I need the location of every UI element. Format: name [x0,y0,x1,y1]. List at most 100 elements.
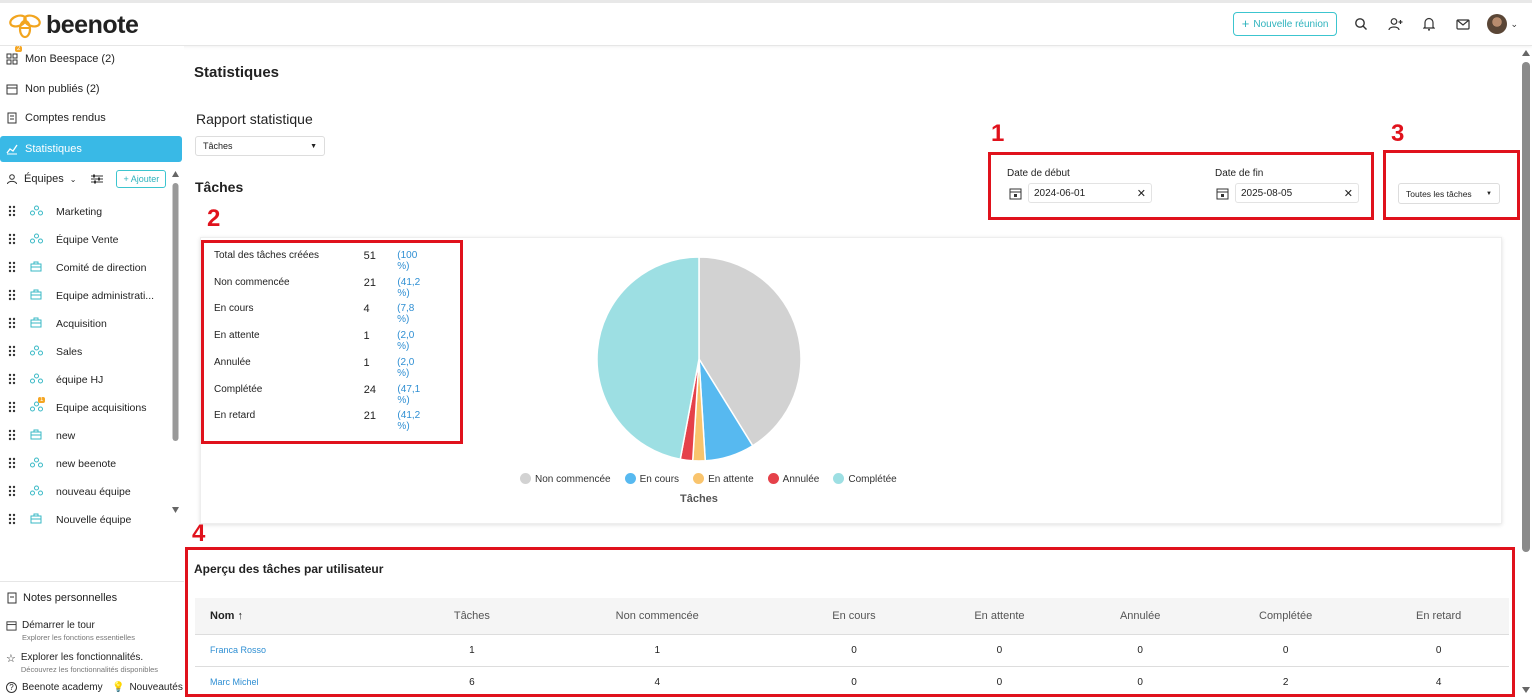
team-item[interactable]: Équipe Vente [8,227,168,253]
legend-item[interactable]: En attente [693,473,754,485]
sortable-column-header[interactable]: Nom ↑ [195,598,416,634]
drag-handle-icon[interactable] [8,317,16,332]
beenote-logo[interactable]: beenote [8,11,138,40]
column-header[interactable]: Non commencée [528,598,787,634]
briefcase-icon [30,513,44,527]
pie-slice[interactable] [597,257,699,459]
legend-item[interactable]: Non commencée [520,473,611,485]
team-item[interactable]: Nouvelle équipe [8,507,168,533]
drag-handle-icon[interactable] [8,513,16,528]
column-header[interactable]: En attente [921,598,1077,634]
bell-icon[interactable] [1419,14,1439,34]
drag-handle-icon[interactable] [8,373,16,388]
close-icon[interactable]: ✕ [1344,187,1353,200]
mail-icon[interactable] [1453,14,1473,34]
news-link[interactable]: 💡 Nouveautés [112,682,183,693]
sidebar-item-statistics[interactable]: Statistiques [0,136,182,162]
academy-link[interactable]: ? Beenote academy [6,682,103,693]
start-date-input[interactable]: 2024-06-01 ✕ [1028,183,1152,203]
drag-handle-icon[interactable] [8,261,16,276]
end-date-input[interactable]: 2025-08-05 ✕ [1235,183,1359,203]
plus-icon: + [1242,19,1250,29]
legend-swatch [520,473,531,484]
search-icon[interactable] [1351,14,1371,34]
column-header[interactable]: Tâches [416,598,528,634]
team-item[interactable]: Marketing [8,199,168,225]
drag-handle-icon[interactable] [8,233,16,248]
column-header[interactable]: En retard [1368,598,1509,634]
table-cell: 4 [1368,666,1509,698]
user-name-link[interactable]: Marc Michel [195,666,416,698]
drag-handle-icon[interactable] [8,485,16,500]
team-name: Acquisition [56,318,107,330]
personal-notes-link[interactable]: Notes personnelles [6,592,117,604]
task-filter-select[interactable]: Toutes les tâches ▼ [1398,183,1500,204]
new-meeting-button[interactable]: + Nouvelle réunion [1233,12,1338,36]
stat-percent: (7,8 %) [397,303,427,325]
briefcase-icon [30,261,44,275]
column-header[interactable]: Annulée [1077,598,1203,634]
table-cell: 0 [1077,634,1203,666]
stat-row: Complétée 24 (47,1 %) [214,384,433,406]
drag-handle-icon[interactable] [8,205,16,220]
tour-subtitle: Explorer les fonctions essentielles [22,633,135,642]
legend-item[interactable]: Annulée [768,473,820,485]
drag-handle-icon[interactable] [8,289,16,304]
stat-count: 21 [364,277,398,299]
team-item[interactable]: new [8,423,168,449]
table-cell: 4 [528,666,787,698]
drag-handle-icon[interactable] [8,401,16,416]
report-title: Rapport statistique [196,111,313,127]
column-header[interactable]: En cours [786,598,921,634]
start-tour-link[interactable]: Démarrer le tour Explorer les fonctions e… [6,620,135,642]
team-item[interactable]: Sales [8,339,168,365]
sidebar-item-minutes[interactable]: Comptes rendus [0,105,182,131]
main-scrollbar[interactable] [1520,46,1532,697]
legend-item[interactable]: En cours [625,473,679,485]
close-icon[interactable]: ✕ [1137,187,1146,200]
calendar-icon[interactable] [1216,187,1229,200]
sidebar-item-beespace[interactable]: Mon Beespace (2) 2 [0,46,182,72]
legend-swatch [768,473,779,484]
features-title: Explorer les fonctionnalités. [21,652,158,663]
column-header[interactable]: Complétée [1203,598,1368,634]
table-cell: 0 [1203,634,1368,666]
team-item[interactable]: nouveau équipe [8,479,168,505]
stat-label: Annulée [214,357,363,379]
drag-handle-icon[interactable] [8,429,16,444]
legend-label: Complétée [848,474,896,485]
team-item[interactable]: équipe HJ [8,367,168,393]
team-item[interactable]: 1 Equipe acquisitions [8,395,168,421]
lightbulb-icon: 💡 [112,682,124,693]
add-user-icon[interactable] [1385,14,1405,34]
team-icon [30,457,44,471]
stat-count: 1 [363,357,397,379]
drag-handle-icon[interactable] [8,457,16,472]
calendar-icon[interactable] [1009,187,1022,200]
stat-percent: (41,2 %) [397,410,432,432]
teams-label[interactable]: Équipes [24,173,64,185]
chevron-down-icon[interactable]: ⌄ [70,175,77,184]
chevron-down-icon: ⌄ [1510,19,1518,30]
user-name-link[interactable]: Franca Rosso [195,634,416,666]
chart-legend: Non commencée En cours En attente Annulée Co… [520,473,897,485]
explore-features-link[interactable]: ☆ Explorer les fonctionnalités. Découvrez… [6,652,158,674]
add-team-button[interactable]: + Ajouter [116,170,166,188]
dashboard-icon [6,53,18,65]
legend-item[interactable]: Complétée [833,473,896,485]
team-item[interactable]: Equipe administrati... [8,283,168,309]
team-item[interactable]: new beenote [8,451,168,477]
team-name: Equipe administrati... [56,290,154,302]
notification-badge: 2 [15,46,22,52]
top-bar: beenote + Nouvelle réunion ⌄ [0,0,1532,46]
table-cell: 1 [416,634,528,666]
drag-handle-icon[interactable] [8,345,16,360]
team-item[interactable]: Comité de direction [8,255,168,281]
user-menu[interactable]: ⌄ [1487,14,1518,34]
sidebar-scrollbar[interactable] [172,171,179,516]
team-item[interactable]: Acquisition [8,311,168,337]
report-type-select[interactable]: Tâches ▼ [195,136,325,156]
filter-settings-icon[interactable] [90,173,104,185]
sidebar-item-unpublished[interactable]: Non publiés (2) [0,76,182,102]
stat-percent: (2,0 %) [397,357,427,379]
